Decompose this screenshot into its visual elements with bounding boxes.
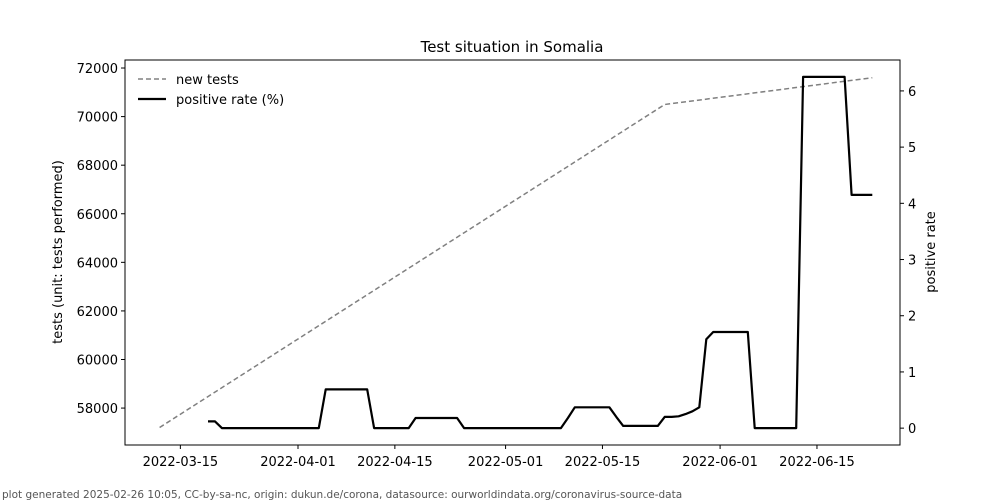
plot-frame	[124, 59, 901, 446]
y-right-tick-label: 1	[908, 366, 916, 381]
y-right-tick-label: 4	[908, 197, 916, 212]
legend: new tests positive rate (%)	[138, 73, 284, 108]
x-tick-label: 2022-05-15	[565, 455, 641, 470]
y-tick-label: 58000	[77, 402, 118, 417]
chart-title: Test situation in Somalia	[420, 38, 604, 56]
positive-rate-line	[208, 75, 873, 430]
x-tick-label: 2022-04-15	[357, 455, 433, 470]
x-tick-label: 2022-06-15	[779, 455, 855, 470]
y-tick-label: 64000	[77, 256, 118, 271]
y-right-tick-label: 5	[908, 141, 916, 156]
footer-text: plot generated 2025-02-26 10:05, CC-by-s…	[2, 489, 682, 500]
y-tick-label: 66000	[77, 208, 118, 223]
new-tests-line	[159, 76, 873, 429]
y-tick-label: 70000	[77, 111, 118, 126]
y-axis-label: tests (unit: tests performed)	[51, 160, 66, 344]
x-tick-label: 2022-03-15	[143, 455, 219, 470]
x-tick-label: 2022-05-01	[468, 455, 544, 470]
y-right-tick-label: 6	[908, 85, 916, 100]
x-tick-label: 2022-04-01	[260, 455, 336, 470]
y-tick-label: 62000	[77, 305, 118, 320]
y-tick-label: 72000	[77, 62, 118, 77]
y-right-tick-label: 0	[908, 422, 916, 437]
y-tick-label: 60000	[77, 353, 118, 368]
y-tick-label: 68000	[77, 159, 118, 174]
legend-positive-rate: positive rate (%)	[176, 93, 284, 108]
x-tick-label: 2022-06-01	[682, 455, 758, 470]
y-right-tick-label: 2	[908, 310, 916, 325]
y-right-tick-label: 3	[908, 254, 916, 269]
legend-new-tests: new tests	[176, 73, 239, 88]
y-right-axis-label: positive rate	[924, 211, 939, 293]
